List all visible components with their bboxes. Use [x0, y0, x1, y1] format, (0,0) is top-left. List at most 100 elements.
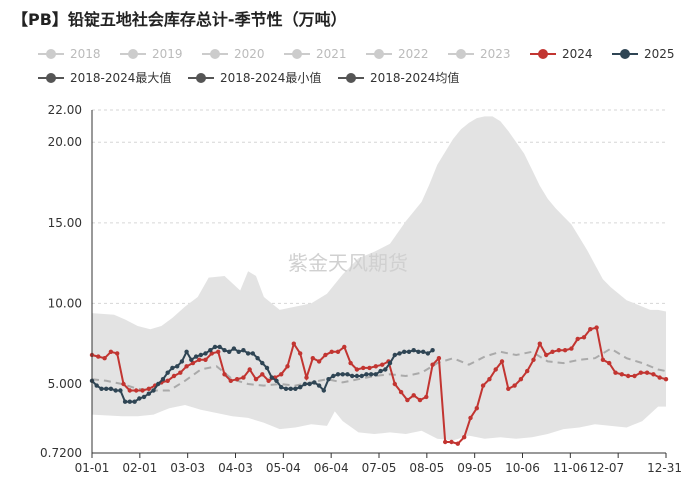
- x-tick-label: 05-04: [266, 461, 301, 475]
- series-2024-point: [651, 372, 656, 377]
- series-2024-point: [216, 349, 221, 354]
- series-2024-point: [607, 360, 612, 366]
- series-2025-point: [387, 360, 393, 366]
- series-2024-point: [222, 372, 227, 377]
- range-band: [92, 116, 666, 441]
- series-2024-point: [342, 344, 347, 350]
- legend-marker: [374, 49, 384, 59]
- series-2025-point: [175, 364, 180, 369]
- x-tick-label: 02-01: [122, 461, 157, 475]
- series-2024-point: [575, 336, 580, 342]
- series-2025-point: [198, 352, 203, 358]
- series-2025-point: [368, 372, 374, 377]
- series-2025-point: [383, 367, 388, 372]
- series-2024-point: [266, 378, 271, 383]
- legend-label: 2018-2024均值: [370, 70, 459, 85]
- series-2024-point: [462, 435, 467, 440]
- series-2024-point: [430, 362, 435, 367]
- series-2024-point: [228, 378, 233, 383]
- series-2024-point: [323, 352, 328, 358]
- series-2025-point: [113, 388, 118, 393]
- series-2024-point: [556, 348, 561, 353]
- legend-label: 2023: [480, 47, 511, 61]
- series-2025-point: [283, 386, 289, 391]
- series-2025-point: [411, 348, 416, 353]
- series-2024-point: [190, 360, 196, 366]
- series-2024-point: [411, 393, 416, 398]
- legend-label: 2020: [234, 47, 265, 61]
- x-tick-label: 04-03: [218, 461, 253, 475]
- series-2024-point: [354, 367, 360, 372]
- series-2025-point: [255, 356, 260, 361]
- series-2024-point: [455, 441, 460, 446]
- series-2024-point: [260, 372, 265, 377]
- series-2024-point: [424, 394, 429, 400]
- series-2024-point: [348, 360, 353, 366]
- series-2024-point: [310, 356, 315, 361]
- series-2024-point: [285, 364, 290, 369]
- series-2024-point: [178, 370, 183, 375]
- series-2024-point: [562, 348, 568, 353]
- series-2025-point: [160, 377, 166, 382]
- series-2024-point: [480, 383, 486, 388]
- series-2025-point: [345, 372, 350, 377]
- series-2025-point: [321, 388, 326, 393]
- x-tick-label: 09-05: [457, 461, 492, 475]
- series-2024-point: [197, 357, 202, 362]
- x-tick-label: 07-05: [362, 461, 397, 475]
- series-2025-point: [397, 351, 402, 356]
- series-2024-point: [291, 341, 296, 346]
- series-2025-point: [179, 359, 185, 364]
- series-2025-point: [217, 344, 222, 350]
- series-2024-point: [279, 372, 284, 377]
- series-2024-point: [241, 375, 246, 380]
- series-2025-point: [274, 378, 279, 383]
- series-2024-point: [392, 381, 397, 387]
- series-2025-point: [298, 385, 303, 390]
- series-2025-point: [312, 380, 317, 385]
- series-2025-point: [189, 357, 194, 362]
- series-2025-point: [203, 351, 208, 356]
- series-2024-point: [316, 359, 322, 364]
- legend-marker: [620, 49, 630, 59]
- x-tick-label: 08-05: [409, 461, 444, 475]
- series-2025-point: [104, 386, 109, 391]
- series-2024-point: [335, 349, 341, 354]
- legend-marker: [196, 73, 206, 83]
- series-2024-point: [443, 439, 448, 445]
- series-2025-point: [350, 373, 355, 379]
- series-2025-point: [316, 383, 322, 388]
- series-2024-point: [613, 370, 618, 375]
- series-2025-point: [307, 381, 312, 387]
- series-2024-point: [298, 351, 303, 356]
- series-2025-point: [132, 399, 137, 404]
- series-2024-point: [531, 357, 536, 362]
- series-2025-point: [212, 344, 218, 350]
- series-2025-point: [118, 388, 123, 393]
- series-2024-point: [537, 341, 542, 346]
- series-2024-point: [644, 370, 650, 375]
- series-2025-point: [378, 368, 383, 374]
- series-2024-point: [165, 378, 170, 383]
- legend: 2018 2019 2020 2021 2022 2023 2024 2025 2018-202…: [38, 47, 675, 85]
- legend-marker: [456, 49, 466, 59]
- legend-label: 2021: [316, 47, 347, 61]
- series-2024-point: [632, 373, 637, 379]
- series-2024-point: [493, 367, 498, 372]
- series-2024-point: [525, 368, 530, 374]
- series: [89, 325, 669, 446]
- series-2025-point: [288, 386, 293, 391]
- series-2024-point: [253, 377, 259, 382]
- series-2025-point: [416, 349, 421, 354]
- series-2024-point: [171, 373, 177, 379]
- series-2025-point: [227, 349, 232, 354]
- legend-marker: [128, 49, 138, 59]
- series-2025-point: [359, 373, 364, 379]
- series-2025-point: [264, 365, 270, 371]
- x-tick-label: 12-07: [589, 461, 624, 475]
- y-tick-label: 22.00: [48, 103, 82, 117]
- series-2025-point: [122, 399, 128, 404]
- series-2025-point: [99, 386, 104, 391]
- legend-label: 2024: [562, 47, 593, 61]
- series-2025-point: [364, 372, 369, 377]
